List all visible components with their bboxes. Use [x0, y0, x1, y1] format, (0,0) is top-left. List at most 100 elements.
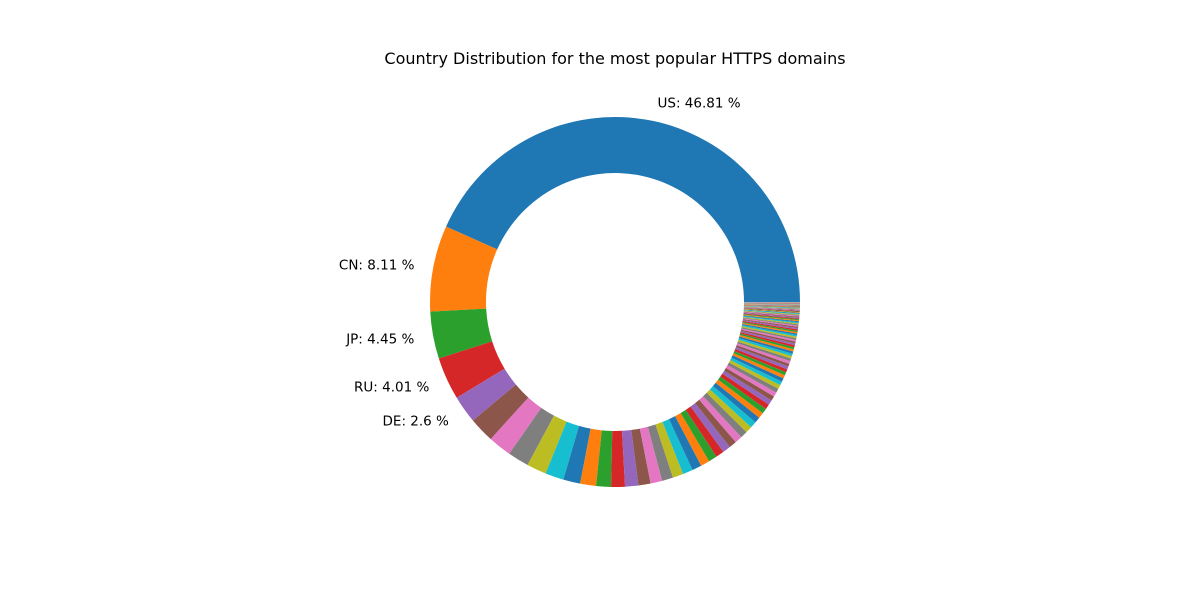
- slice-other-55: [741, 325, 798, 337]
- slice-other-9: [611, 430, 626, 488]
- slice-other-37: [732, 353, 785, 379]
- slice-jp: [430, 308, 493, 359]
- slice-other-45: [738, 338, 793, 357]
- slice-other-84: [743, 306, 800, 309]
- slice-other-33: [727, 362, 779, 393]
- slice-other-34: [728, 359, 781, 389]
- slice-other-49: [740, 332, 795, 348]
- slice-other-13: [647, 424, 674, 481]
- slice-other-7: [580, 428, 602, 487]
- slice-other-56: [741, 324, 798, 336]
- slice-other-42: [736, 343, 791, 364]
- slice-other-54: [741, 326, 797, 339]
- slice-other-63: [742, 317, 799, 326]
- slice-other-52: [741, 328, 797, 342]
- slice-other-94: [743, 303, 800, 306]
- slice-label-us: US: 46.81 %: [658, 95, 741, 111]
- slice-other-75: [743, 310, 800, 315]
- slice-other-3: [509, 407, 555, 466]
- slice-other-92: [743, 304, 800, 306]
- slice-other-35: [730, 357, 782, 386]
- slice-other-23: [703, 392, 747, 438]
- slice-other-40: [735, 347, 789, 370]
- slice-other-71: [743, 312, 800, 318]
- slice-other-27: [715, 379, 763, 418]
- slice-cn: [430, 226, 498, 312]
- slice-other-2: [490, 397, 542, 454]
- slice-other-96: [743, 303, 800, 305]
- slice-other-20: [690, 403, 730, 452]
- slice-other-62: [742, 318, 799, 327]
- slice-label-cn: CN: 8.11 %: [339, 258, 415, 274]
- slice-other-8: [596, 430, 613, 487]
- slice-other-5: [545, 421, 579, 480]
- slice-other-85: [743, 306, 800, 309]
- slice-us: [446, 116, 800, 302]
- slice-other-81: [743, 307, 800, 311]
- slice-other-51: [740, 329, 796, 344]
- slice-other-74: [743, 310, 800, 316]
- slice-other-50: [740, 330, 796, 346]
- slice-other-43: [737, 341, 792, 362]
- slice-de: [456, 368, 516, 421]
- slice-other-44: [737, 339, 792, 359]
- slice-other-57: [742, 322, 798, 334]
- slice-other-64: [743, 316, 799, 325]
- slice-other-98: [743, 303, 800, 305]
- slice-other-78: [743, 308, 800, 313]
- slice-other-31: [724, 367, 775, 401]
- slice-other-68: [743, 314, 800, 321]
- slice-other-39: [734, 348, 788, 373]
- slice-other-61: [742, 319, 799, 329]
- slice-ru: [438, 341, 505, 398]
- slice-other-46: [738, 336, 794, 354]
- slice-label-jp: JP: 4.45 %: [345, 332, 414, 348]
- slice-other-83: [743, 306, 800, 310]
- slice-labels: US: 46.81 % CN: 8.11 % JP: 4.45 % RU: 4.01 …: [339, 95, 741, 429]
- slice-other-30: [722, 370, 772, 405]
- slice-other-65: [743, 316, 799, 324]
- slice-other-14: [655, 421, 684, 478]
- slice-other-16: [669, 416, 702, 470]
- slice-other-17: [675, 413, 710, 466]
- slice-other-36: [731, 355, 784, 382]
- slice-other-72: [743, 311, 800, 317]
- slice-other-15: [662, 419, 693, 475]
- slice-other-77: [743, 309, 800, 313]
- slice-other-26: [712, 382, 760, 423]
- slice-other-21: [695, 399, 736, 448]
- slice-other-47: [739, 335, 794, 352]
- slice-other-29: [720, 373, 769, 409]
- slice-other-97: [743, 303, 800, 305]
- slice-other-19: [685, 406, 724, 457]
- slice-other-59: [742, 321, 798, 331]
- slice-other-53: [741, 327, 797, 340]
- slice-other-76: [743, 309, 800, 314]
- slice-other-4: [527, 415, 567, 474]
- slice-other-69: [743, 313, 800, 320]
- slice-other-18: [680, 409, 717, 462]
- slice-other-38: [733, 350, 787, 376]
- slice-other-1: [472, 384, 529, 440]
- slice-other-67: [743, 314, 800, 322]
- slice-other-28: [718, 376, 766, 414]
- slice-other-87: [743, 305, 800, 308]
- slice-label-de: DE: 2.6 %: [383, 413, 450, 429]
- slice-other-12: [639, 426, 663, 484]
- slice-other-100: [743, 302, 800, 304]
- slice-other-88: [743, 305, 800, 308]
- donut-slices: [430, 116, 800, 488]
- slice-other-70: [743, 312, 800, 319]
- slice-other-79: [743, 308, 800, 312]
- slice-other-66: [743, 315, 799, 323]
- slice-other-101: [743, 302, 800, 304]
- slice-other-95: [743, 303, 800, 305]
- slice-other-90: [743, 304, 800, 307]
- slice-other-73: [743, 311, 800, 316]
- slice-other-22: [699, 396, 742, 443]
- slice-other-91: [743, 304, 800, 306]
- slice-other-41: [735, 345, 790, 367]
- slice-other-10: [622, 429, 639, 487]
- slice-label-ru: RU: 4.01 %: [354, 379, 429, 395]
